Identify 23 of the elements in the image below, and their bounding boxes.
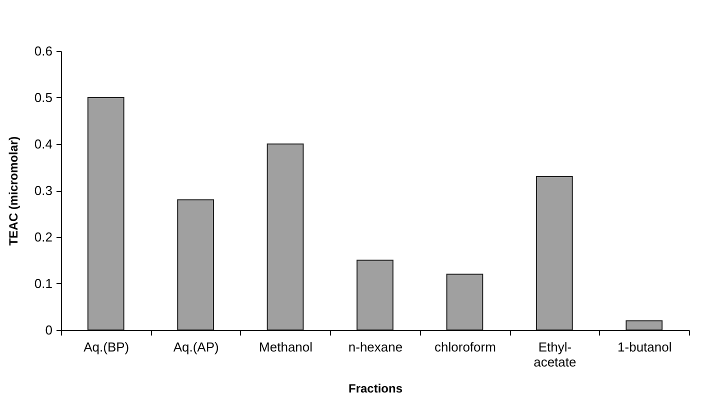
bar bbox=[87, 97, 124, 330]
x-tick-label: Aq.(BP) bbox=[84, 340, 130, 354]
bar bbox=[536, 176, 573, 330]
y-tick-label: 0.3 bbox=[34, 183, 52, 198]
x-axis-title: Fractions bbox=[348, 382, 403, 396]
x-tick-label: Aq.(AP) bbox=[173, 340, 219, 354]
bar bbox=[177, 199, 214, 330]
x-tick-label: n-hexane bbox=[348, 340, 403, 354]
bar bbox=[446, 274, 484, 330]
x-tick-label: Ethyl- acetate bbox=[534, 340, 576, 370]
x-tick-label: chloroform bbox=[434, 340, 496, 354]
bar bbox=[356, 260, 394, 330]
x-tick-label: 1-butanol bbox=[618, 340, 672, 354]
bar bbox=[626, 320, 663, 330]
y-tick-label: 0.6 bbox=[34, 44, 52, 58]
bar bbox=[266, 144, 304, 330]
y-tick-label: 0.4 bbox=[34, 136, 52, 152]
x-tick-label: Methanol bbox=[259, 340, 313, 354]
y-axis-title: TEAC (micromolar) bbox=[6, 136, 20, 246]
y-tick-label: 0.5 bbox=[34, 90, 52, 105]
y-tick-label: 0 bbox=[45, 322, 52, 338]
y-tick-label: 0.1 bbox=[34, 276, 52, 291]
y-tick-label: 0.2 bbox=[34, 230, 52, 244]
